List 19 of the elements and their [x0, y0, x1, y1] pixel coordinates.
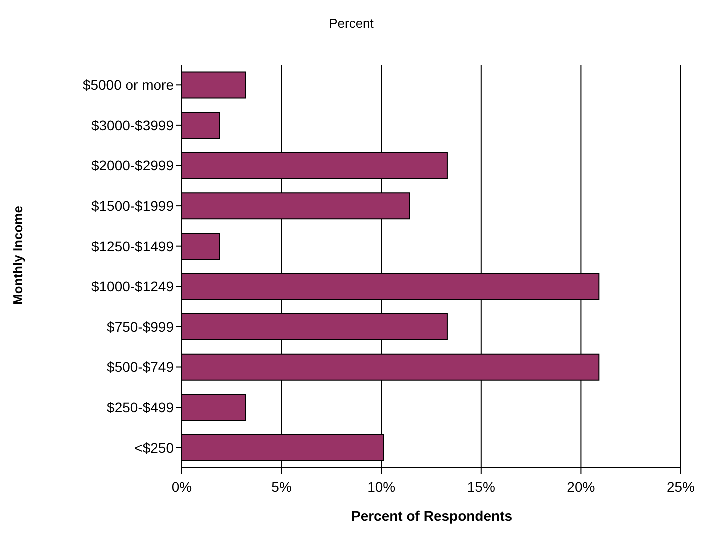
- y-axis-title: Monthly Income: [10, 205, 26, 307]
- y-tick-label: <$250: [134, 440, 174, 456]
- x-tick-label: 25%: [666, 478, 696, 495]
- y-tick-label: $1250-$1499: [91, 238, 174, 254]
- y-tick-label: $500-$749: [107, 359, 174, 376]
- y-tick-label: $250-$499: [107, 400, 174, 416]
- y-tick-label: $1000-$1249: [91, 278, 174, 295]
- x-tick-label: 20%: [567, 478, 596, 495]
- y-tick-label: $1500-$1999: [91, 198, 174, 214]
- x-tick-label: 10%: [368, 478, 396, 495]
- x-tick-label: 5%: [272, 478, 292, 495]
- y-tick-label: $2000-$2999: [91, 158, 174, 174]
- chart-title: Percent: [328, 16, 375, 31]
- x-axis-title: Percent of Respondents: [350, 508, 514, 524]
- y-tick-label: $3000-$3999: [91, 117, 174, 134]
- y-tick-label: $5000 or more: [82, 77, 174, 94]
- y-tick-label: $750-$999: [107, 318, 174, 335]
- x-tick-label: 15%: [467, 478, 496, 495]
- x-tick-label: 0%: [172, 478, 192, 495]
